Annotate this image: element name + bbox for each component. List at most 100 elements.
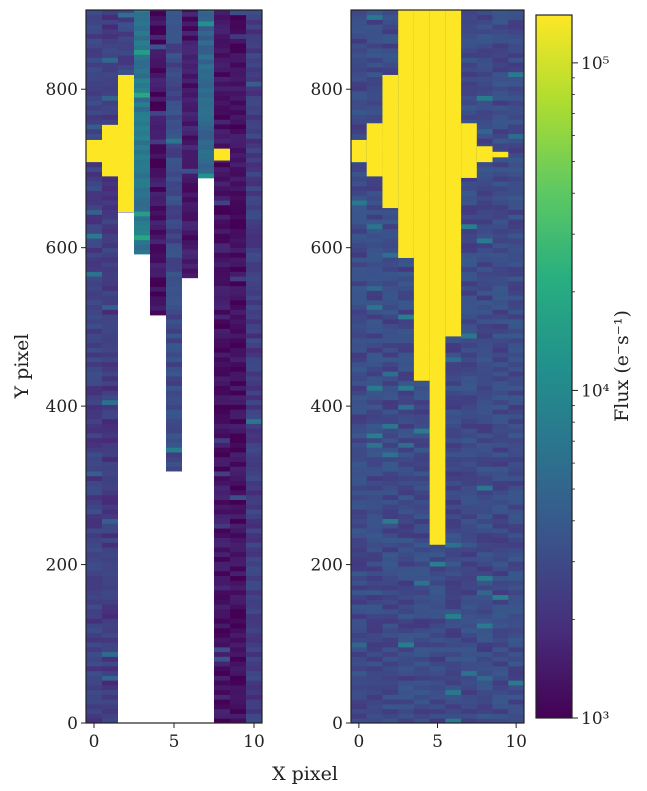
- left-pixel: [86, 133, 103, 139]
- left-pixel: [86, 480, 103, 486]
- right-pixel: [492, 437, 509, 443]
- left-pixel: [230, 361, 247, 367]
- left-pixel: [198, 106, 215, 112]
- right-pixel: [382, 466, 399, 472]
- right-pixel: [413, 456, 431, 462]
- right-pixel: [382, 43, 399, 49]
- left-pixel: [102, 694, 119, 700]
- left-pixel: [214, 52, 231, 58]
- left-column-9: [230, 10, 247, 723]
- right-pixel: [382, 637, 399, 643]
- left-pixel: [166, 57, 183, 63]
- right-pixel: [429, 694, 446, 700]
- left-pixel: [230, 280, 247, 287]
- right-pixel: [445, 675, 462, 681]
- right-pixel: [382, 575, 399, 581]
- left-pixel: [102, 528, 119, 534]
- right-pixel: [413, 547, 431, 553]
- right-pixel: [508, 314, 524, 320]
- right-pixel: [492, 452, 509, 458]
- left-pixel: [166, 466, 183, 472]
- left-pixel: [166, 204, 183, 211]
- left-pixel: [230, 399, 247, 405]
- right-pixel: [398, 642, 415, 648]
- right-pixel: [366, 209, 383, 215]
- left-pixel: [214, 57, 231, 63]
- right-pixel: [508, 608, 524, 615]
- right-pixel: [492, 261, 509, 268]
- right-pixel: [398, 437, 415, 443]
- right-pixel: [429, 637, 446, 643]
- left-pixel: [230, 442, 247, 448]
- left-pixel: [102, 689, 119, 695]
- right-pixel: [366, 585, 383, 591]
- left-pixel: [166, 214, 183, 220]
- left-pixel: [230, 352, 247, 358]
- right-column-8: [476, 10, 493, 723]
- left-pixel: [86, 632, 103, 638]
- right-pixel: [461, 323, 478, 329]
- left-pixel: [102, 385, 119, 391]
- right-pixel: [413, 675, 431, 681]
- left-pixel: [182, 59, 199, 65]
- right-pixel: [429, 627, 446, 634]
- right-pixel: [366, 523, 383, 529]
- left-pixel: [86, 385, 103, 391]
- right-pixel: [366, 228, 383, 234]
- right-pixel: [382, 542, 399, 548]
- left-pixel: [214, 504, 231, 510]
- left-pixel: [166, 437, 183, 443]
- right-pixel: [366, 428, 383, 434]
- left-pixel: [86, 680, 103, 686]
- left-pixel: [86, 627, 103, 634]
- right-pixel: [476, 395, 493, 401]
- left-pixel: [246, 561, 262, 567]
- left-pixel: [246, 71, 262, 77]
- left-pixel: [214, 608, 231, 615]
- right-pixel: [351, 19, 368, 25]
- right-pixel: [508, 48, 524, 54]
- right-pixel: [398, 285, 415, 291]
- right-pixel: [476, 19, 493, 25]
- left-pixel: [102, 680, 119, 686]
- right-pixel: [476, 95, 493, 101]
- right-pixel: [508, 266, 524, 272]
- right-pixel: [492, 585, 509, 591]
- left-pixel: [230, 333, 247, 339]
- right-pixel: [461, 299, 478, 306]
- left-pixel: [214, 247, 231, 253]
- left-pixel: [246, 43, 262, 49]
- right-pixel: [492, 133, 509, 139]
- left-pixel: [166, 95, 183, 101]
- left-pixel: [214, 337, 231, 344]
- right-pixel: [492, 71, 509, 77]
- left-saturated-region: [214, 148, 231, 161]
- right-pixel: [351, 480, 368, 486]
- right-pixel: [508, 10, 524, 16]
- left-pixel: [166, 271, 183, 277]
- left-pixel: [230, 456, 247, 462]
- right-pixel: [508, 618, 524, 624]
- right-pixel: [476, 680, 493, 686]
- right-pixel: [445, 504, 462, 510]
- left-pixel: [182, 25, 199, 31]
- left-pixel: [214, 257, 231, 263]
- right-pixel: [398, 537, 415, 543]
- left-pixel: [86, 528, 103, 534]
- right-pixel: [508, 409, 524, 415]
- right-pixel: [476, 509, 493, 515]
- right-pixel: [413, 418, 431, 424]
- right-pixel: [429, 542, 446, 548]
- right-pixel: [366, 509, 383, 515]
- right-pixel: [461, 523, 478, 529]
- left-pixel: [166, 314, 183, 320]
- right-pixel: [508, 361, 524, 367]
- left-pixel: [246, 665, 262, 672]
- left-pixel: [86, 76, 103, 82]
- right-pixel: [351, 48, 368, 54]
- left-pixel: [246, 166, 262, 173]
- left-pixel: [150, 15, 167, 21]
- right-pixel: [445, 580, 462, 586]
- right-pixel: [351, 328, 368, 334]
- right-pixel: [366, 238, 383, 244]
